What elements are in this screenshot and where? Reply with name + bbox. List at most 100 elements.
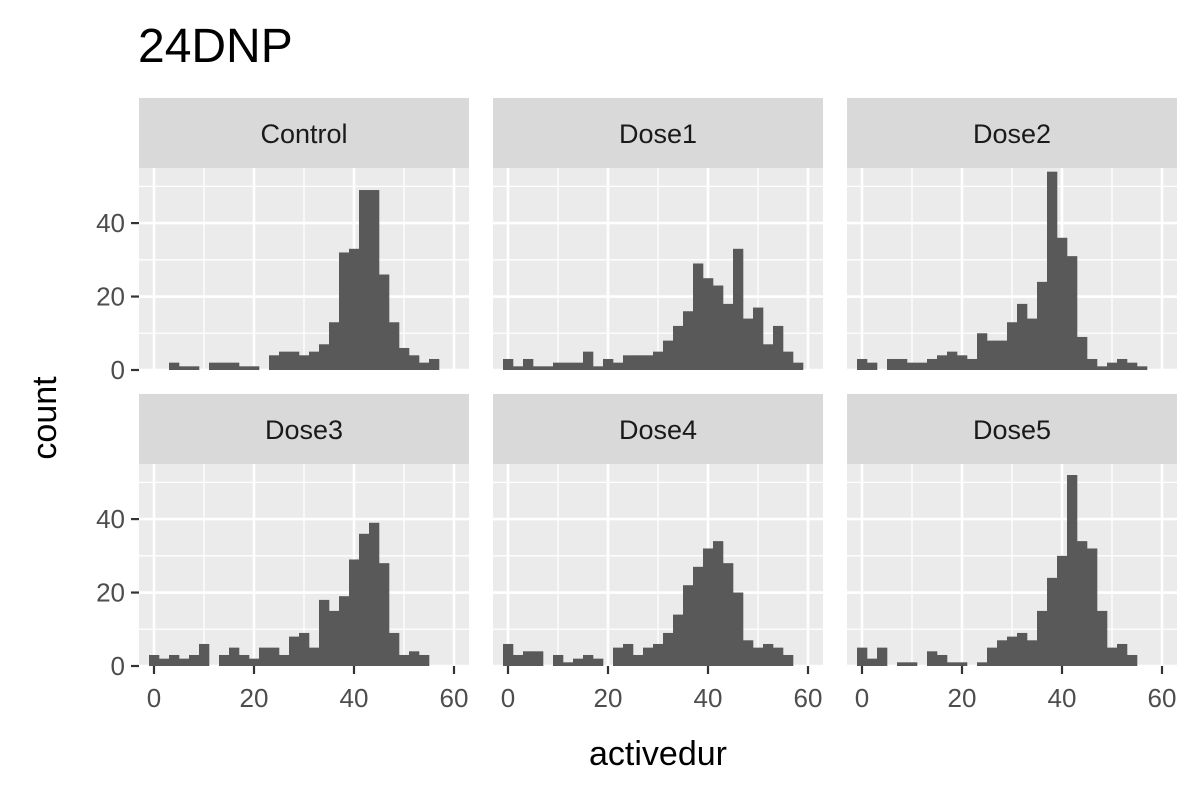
y-tick-label: 20 — [96, 578, 125, 608]
histogram-bar — [573, 658, 584, 666]
y-tick-label: 0 — [111, 355, 125, 385]
histogram-bar — [533, 651, 544, 666]
facet-strip-label: Dose4 — [619, 415, 697, 445]
histogram-bar — [1027, 640, 1038, 666]
histogram-bar — [1047, 577, 1058, 666]
histogram-bar — [783, 654, 794, 666]
histogram-bar — [643, 355, 654, 370]
x-tick-label: 0 — [855, 683, 869, 713]
histogram-bar — [583, 351, 594, 370]
histogram-bar — [713, 285, 724, 370]
facet-strip-label: Control — [260, 119, 347, 149]
histogram-bar — [683, 585, 694, 666]
histogram-bar — [937, 654, 948, 666]
histogram-bar — [543, 366, 554, 370]
histogram-bar — [877, 647, 888, 666]
histogram-bar — [663, 632, 674, 666]
histogram-bar — [663, 340, 674, 370]
facet-strip — [847, 394, 1177, 464]
histogram-bar — [359, 190, 370, 370]
histogram-bar — [189, 366, 200, 370]
histogram-bar — [957, 662, 968, 666]
histogram-bar — [1127, 362, 1138, 370]
x-tick-label: 20 — [948, 683, 977, 713]
histogram-bar — [1017, 632, 1028, 666]
histogram-bar — [249, 658, 260, 666]
histogram-bar — [169, 362, 180, 370]
x-tick-label: 0 — [147, 683, 161, 713]
histogram-bar — [1117, 358, 1128, 370]
histogram-bar — [773, 325, 784, 370]
facet-strip — [493, 98, 823, 168]
facet-panel-dose1: Dose1 — [493, 98, 823, 372]
histogram-bar — [289, 351, 300, 370]
histogram-bar — [379, 274, 390, 370]
histogram-bar — [907, 362, 918, 370]
histogram-bar — [419, 654, 430, 666]
histogram-bar — [703, 548, 714, 666]
histogram-bar — [339, 252, 350, 370]
histogram-bar — [1057, 555, 1068, 666]
histogram-bar — [1087, 358, 1098, 370]
histogram-bar — [603, 358, 614, 370]
histogram-bar — [239, 366, 250, 370]
histogram-bar — [683, 311, 694, 370]
histogram-bar — [199, 643, 210, 666]
histogram-bar — [369, 522, 380, 666]
histogram-bar — [633, 355, 644, 370]
histogram-bar — [329, 610, 340, 666]
histogram-bar — [1117, 643, 1128, 666]
histogram-bar — [703, 278, 714, 370]
facet-panel-dose4: Dose4 0 20 40 60 — [493, 394, 823, 713]
histogram-bar — [573, 362, 584, 370]
histogram-bar — [533, 366, 544, 370]
histogram-bar — [369, 190, 380, 370]
facet-panel-dose2: Dose2 — [847, 98, 1177, 372]
histogram-bar — [229, 647, 240, 666]
histogram-bar — [1107, 647, 1118, 666]
histogram-bar — [947, 351, 958, 370]
histogram-bar — [1047, 171, 1058, 370]
histogram-bar — [269, 355, 280, 370]
histogram-bar — [733, 592, 744, 666]
histogram-bar — [289, 636, 300, 666]
histogram-bar — [593, 658, 604, 666]
histogram-bar — [219, 654, 230, 666]
histogram-bar — [673, 325, 684, 370]
histogram-bar — [379, 563, 390, 666]
histogram-bar — [513, 366, 524, 370]
histogram-bar — [399, 347, 410, 370]
histogram-bar — [867, 362, 878, 370]
histogram-bar — [329, 322, 340, 370]
histogram-bar — [927, 651, 938, 666]
x-tick-label: 60 — [794, 683, 823, 713]
histogram-bar — [907, 662, 918, 666]
facet-panel-dose3: Dose3 0 20 40 0 20 40 60 — [96, 394, 469, 713]
histogram-bar — [429, 358, 440, 370]
histogram-bar — [1107, 362, 1118, 370]
histogram-bar — [299, 355, 310, 370]
histogram-bar — [987, 647, 998, 666]
histogram-bar — [867, 658, 878, 666]
histogram-bar — [977, 662, 988, 666]
histogram-bar — [623, 355, 634, 370]
histogram-bar — [733, 248, 744, 370]
histogram-bar — [1087, 548, 1098, 666]
histogram-bar — [349, 248, 360, 370]
facet-strip — [493, 394, 823, 464]
histogram-bar — [349, 559, 360, 666]
histogram-bar — [1127, 654, 1138, 666]
histogram-bar — [189, 654, 200, 666]
histogram-bar — [1037, 610, 1048, 666]
histogram-bar — [743, 318, 754, 370]
facet-panel-control: Control 0 20 40 — [96, 98, 469, 385]
histogram-bar — [783, 351, 794, 370]
histogram-bar — [259, 647, 270, 666]
y-tick-label: 20 — [96, 282, 125, 312]
histogram-bar — [593, 366, 604, 370]
histogram-bar — [209, 362, 220, 370]
histogram-bar — [523, 358, 534, 370]
y-tick-label: 40 — [96, 208, 125, 238]
histogram-bar — [389, 632, 400, 666]
x-tick-label: 40 — [340, 683, 369, 713]
